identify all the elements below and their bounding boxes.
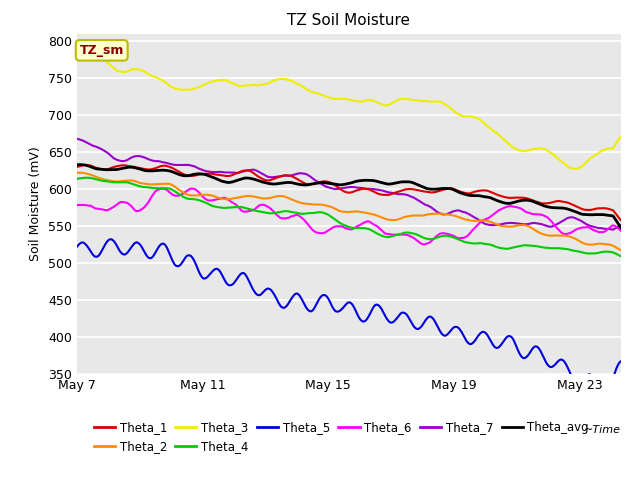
Theta_3 bbox=[572, 166, 580, 172]
Theta_4 bbox=[336, 220, 344, 226]
Theta_1 bbox=[336, 186, 344, 192]
Theta_3 bbox=[336, 96, 344, 102]
Text: ~Time: ~Time bbox=[584, 425, 621, 435]
Theta_7 bbox=[397, 191, 404, 197]
Theta_4 bbox=[332, 217, 340, 223]
Theta_2 bbox=[336, 208, 344, 214]
Theta_1 bbox=[398, 188, 406, 193]
Theta_1 bbox=[605, 206, 612, 212]
Theta_2 bbox=[520, 222, 527, 228]
Theta_6 bbox=[606, 225, 614, 230]
Theta_6 bbox=[336, 223, 344, 229]
Theta_1 bbox=[73, 164, 81, 170]
Theta_1 bbox=[369, 188, 376, 194]
Theta_5 bbox=[617, 359, 625, 364]
Theta_5 bbox=[336, 308, 344, 314]
Theta_7 bbox=[73, 136, 81, 142]
Theta_4 bbox=[73, 176, 81, 182]
Theta_7 bbox=[332, 186, 339, 192]
Theta_6 bbox=[521, 208, 529, 214]
Theta_4 bbox=[398, 231, 406, 237]
Theta_2 bbox=[332, 206, 340, 212]
Theta_2 bbox=[77, 170, 85, 176]
Theta_7 bbox=[519, 221, 527, 227]
Theta_3 bbox=[73, 54, 81, 60]
Theta_5 bbox=[606, 381, 614, 386]
Line: Theta_avg: Theta_avg bbox=[77, 165, 621, 228]
Theta_6 bbox=[369, 221, 376, 227]
Theta_3 bbox=[398, 96, 406, 102]
Theta_avg bbox=[369, 178, 376, 183]
Theta_6 bbox=[617, 228, 625, 234]
Theta_3 bbox=[332, 96, 340, 102]
Theta_avg bbox=[520, 197, 527, 203]
Theta_6 bbox=[332, 224, 340, 229]
Theta_5 bbox=[398, 310, 406, 316]
Theta_3 bbox=[88, 52, 96, 58]
Y-axis label: Soil Moisture (mV): Soil Moisture (mV) bbox=[29, 146, 42, 262]
Theta_avg bbox=[617, 225, 625, 230]
Theta_7 bbox=[604, 226, 612, 232]
Line: Theta_4: Theta_4 bbox=[77, 178, 621, 256]
Theta_avg bbox=[398, 179, 406, 185]
Line: Theta_1: Theta_1 bbox=[77, 165, 621, 220]
Theta_6 bbox=[420, 241, 428, 247]
Theta_1 bbox=[82, 162, 90, 168]
Line: Theta_3: Theta_3 bbox=[77, 55, 621, 169]
Theta_3 bbox=[520, 148, 527, 154]
Theta_1 bbox=[617, 217, 625, 223]
Line: Theta_7: Theta_7 bbox=[77, 139, 621, 229]
Theta_2 bbox=[617, 247, 625, 253]
Theta_4 bbox=[520, 242, 527, 248]
Theta_4 bbox=[84, 175, 92, 180]
Theta_5 bbox=[600, 388, 607, 394]
Theta_5 bbox=[369, 306, 376, 312]
Line: Theta_6: Theta_6 bbox=[77, 189, 621, 244]
Theta_avg bbox=[332, 181, 340, 187]
Theta_5 bbox=[520, 355, 527, 361]
Theta_avg bbox=[605, 212, 612, 218]
Theta_3 bbox=[617, 134, 625, 140]
Line: Theta_5: Theta_5 bbox=[77, 239, 621, 391]
Theta_5 bbox=[73, 244, 81, 250]
Theta_3 bbox=[369, 97, 376, 103]
Title: TZ Soil Moisture: TZ Soil Moisture bbox=[287, 13, 410, 28]
Theta_avg bbox=[336, 182, 344, 188]
Theta_7 bbox=[367, 186, 375, 192]
Theta_7 bbox=[609, 227, 617, 232]
Theta_7 bbox=[335, 186, 342, 192]
Theta_2 bbox=[369, 211, 376, 217]
Theta_5 bbox=[332, 309, 340, 314]
Theta_4 bbox=[605, 249, 612, 254]
Theta_2 bbox=[73, 170, 81, 176]
Theta_5 bbox=[107, 236, 115, 242]
Theta_6 bbox=[189, 186, 196, 192]
Line: Theta_2: Theta_2 bbox=[77, 173, 621, 250]
Theta_1 bbox=[520, 195, 527, 201]
Theta_avg bbox=[73, 162, 81, 168]
Text: TZ_sm: TZ_sm bbox=[79, 44, 124, 57]
Theta_4 bbox=[369, 228, 376, 234]
Theta_6 bbox=[398, 231, 406, 237]
Theta_7 bbox=[617, 222, 625, 228]
Legend: Theta_1, Theta_2, Theta_3, Theta_4, Theta_5, Theta_6, Theta_7, Theta_avg: Theta_1, Theta_2, Theta_3, Theta_4, Thet… bbox=[93, 421, 589, 453]
Theta_4 bbox=[617, 253, 625, 259]
Theta_2 bbox=[605, 241, 612, 247]
Theta_2 bbox=[398, 215, 406, 221]
Theta_1 bbox=[332, 183, 340, 189]
Theta_3 bbox=[606, 145, 614, 151]
Theta_6 bbox=[73, 203, 81, 208]
Theta_avg bbox=[76, 162, 84, 168]
